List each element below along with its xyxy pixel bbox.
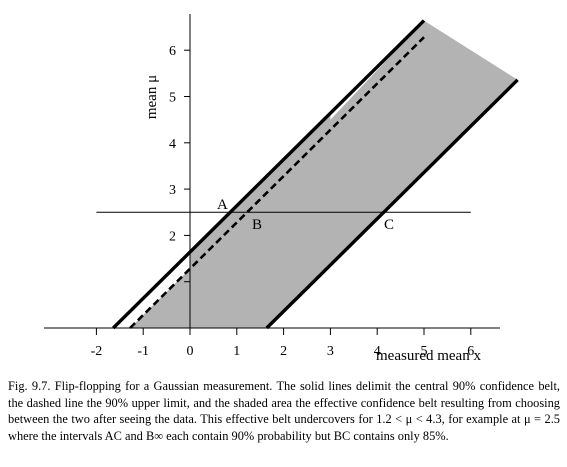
x-tick-label: 5 (421, 344, 428, 359)
y-tick-label: 3 (169, 183, 176, 198)
x-tick-label: 6 (467, 344, 474, 359)
tick-labels: -2 -1 0 1 2 3 4 5 6 2 3 4 5 6 (91, 44, 475, 359)
x-tick-label: 0 (187, 344, 194, 359)
x-tick-label: 4 (374, 344, 381, 359)
x-tick-label: 1 (233, 344, 240, 359)
axes (44, 14, 500, 335)
point-label-b: B (252, 217, 262, 233)
shaded-belt-area (130, 20, 518, 328)
dashed-upper-limit-line (129, 36, 425, 329)
x-tick-label: -2 (91, 344, 103, 359)
x-tick-label: 2 (280, 344, 287, 359)
y-tick-label: 2 (169, 229, 176, 244)
point-label-c: C (384, 217, 394, 233)
point-label-a: A (217, 197, 228, 213)
y-tick-label: 5 (169, 91, 176, 106)
upper-solid-line (112, 19, 426, 330)
shaded-confidence-region (130, 20, 518, 328)
x-tick-label: -1 (137, 344, 149, 359)
figure-caption: Fig. 9.7. Flip-flopping for a Gaussian m… (8, 379, 560, 443)
y-axis-title: mean μ (144, 75, 160, 119)
belt-lines (96, 19, 519, 330)
y-tick-label: 4 (169, 137, 176, 152)
x-tick-label: 3 (327, 344, 334, 359)
x-axis-title: measured mean x (376, 348, 481, 364)
y-tick-label: 6 (169, 44, 176, 59)
lower-solid-line (265, 78, 519, 330)
